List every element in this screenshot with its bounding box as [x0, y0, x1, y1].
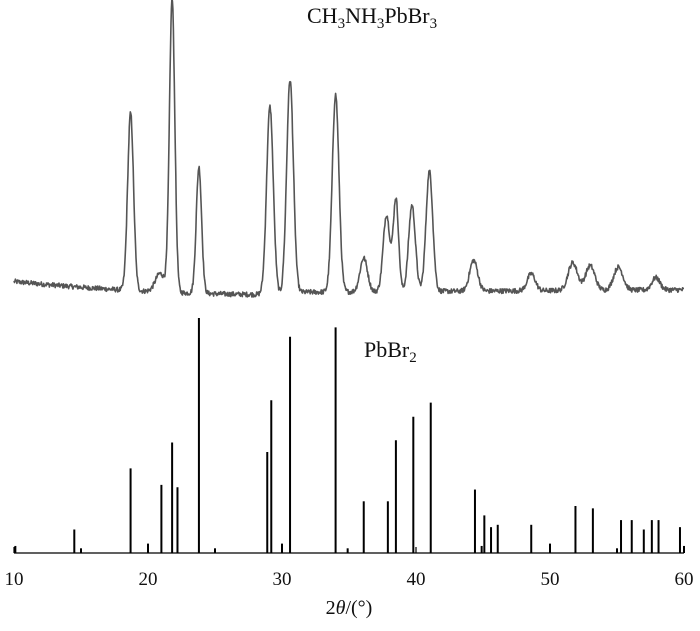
x-axis-ticks: 10 20 30 40 50 60 — [5, 547, 694, 590]
x-tick-label: 20 — [139, 569, 158, 590]
reference-stick-layer — [14, 318, 685, 553]
series-label-ch3nh3pbbr3: CH3NH3PbBr3 — [307, 3, 437, 32]
x-tick-label: 50 — [541, 569, 560, 590]
x-tick-label: 60 — [675, 569, 694, 590]
xrd-pattern-line-layer — [13, 0, 685, 298]
series-label-pbbr2: PbBr2 — [364, 337, 417, 366]
xrd-pattern-line — [13, 0, 685, 298]
x-tick-label: 40 — [407, 569, 426, 590]
x-axis-title: 2θ/(°) — [326, 597, 373, 619]
x-tick-label: 10 — [5, 569, 24, 590]
x-tick-label: 30 — [273, 569, 292, 590]
